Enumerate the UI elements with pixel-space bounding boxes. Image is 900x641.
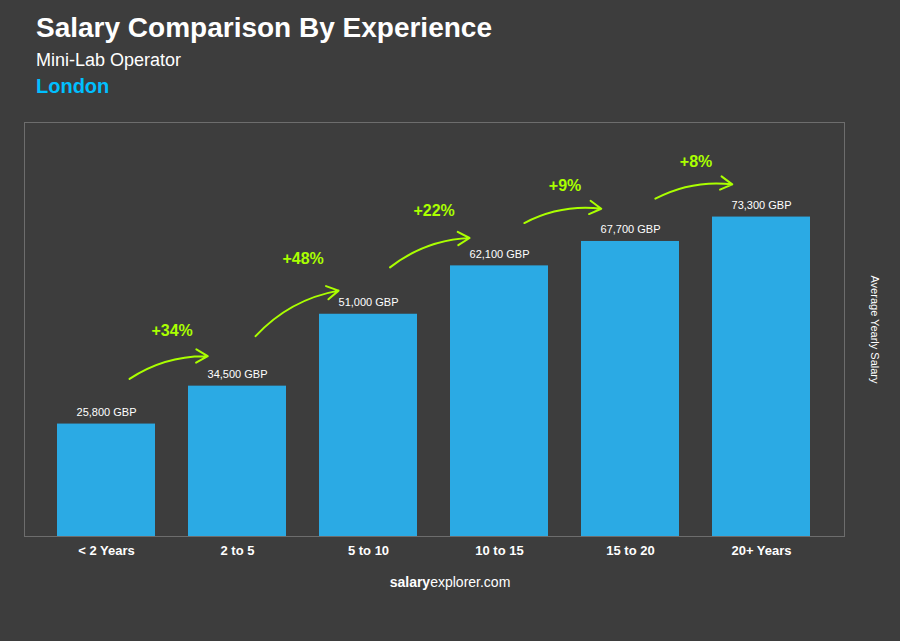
svg-text:62,100 GBP: 62,100 GBP (470, 248, 530, 260)
svg-text:73,300 GBP: 73,300 GBP (732, 199, 792, 211)
svg-text:+8%: +8% (680, 153, 712, 170)
svg-text:5 to 10: 5 to 10 (348, 543, 389, 558)
svg-text:20+ Years: 20+ Years (731, 543, 791, 558)
svg-text:51,000 GBP: 51,000 GBP (339, 296, 399, 308)
svg-text:34,500 GBP: 34,500 GBP (208, 368, 268, 380)
svg-text:+48%: +48% (282, 250, 323, 267)
svg-text:2 to 5: 2 to 5 (221, 543, 255, 558)
svg-text:+22%: +22% (413, 202, 454, 219)
html-text:Mini-Lab Operator: Mini-Lab Operator (36, 50, 182, 70)
html-text:salary explorer.com: salary explorer.com (389, 574, 511, 590)
html-text:Salary Comparison By Experienc: Salary Comparison By Experience (36, 12, 492, 43)
svg-text:25,800 GBP: 25,800 GBP (77, 406, 137, 418)
svg-text:10 to 15: 10 to 15 (475, 543, 523, 558)
svg-text:67,700 GBP: 67,700 GBP (601, 223, 661, 235)
svg-text:+9%: +9% (549, 177, 581, 194)
html-text:London: London (36, 75, 110, 97)
svg-text:Average Yearly Salary: Average Yearly Salary (869, 275, 881, 384)
svg-text:< 2 Years: < 2 Years (78, 543, 135, 558)
svg-text:+34%: +34% (151, 322, 192, 339)
svg-text:15 to 20: 15 to 20 (606, 543, 654, 558)
